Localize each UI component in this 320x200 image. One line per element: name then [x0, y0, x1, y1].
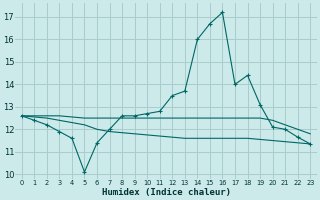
X-axis label: Humidex (Indice chaleur): Humidex (Indice chaleur) [101, 188, 230, 197]
